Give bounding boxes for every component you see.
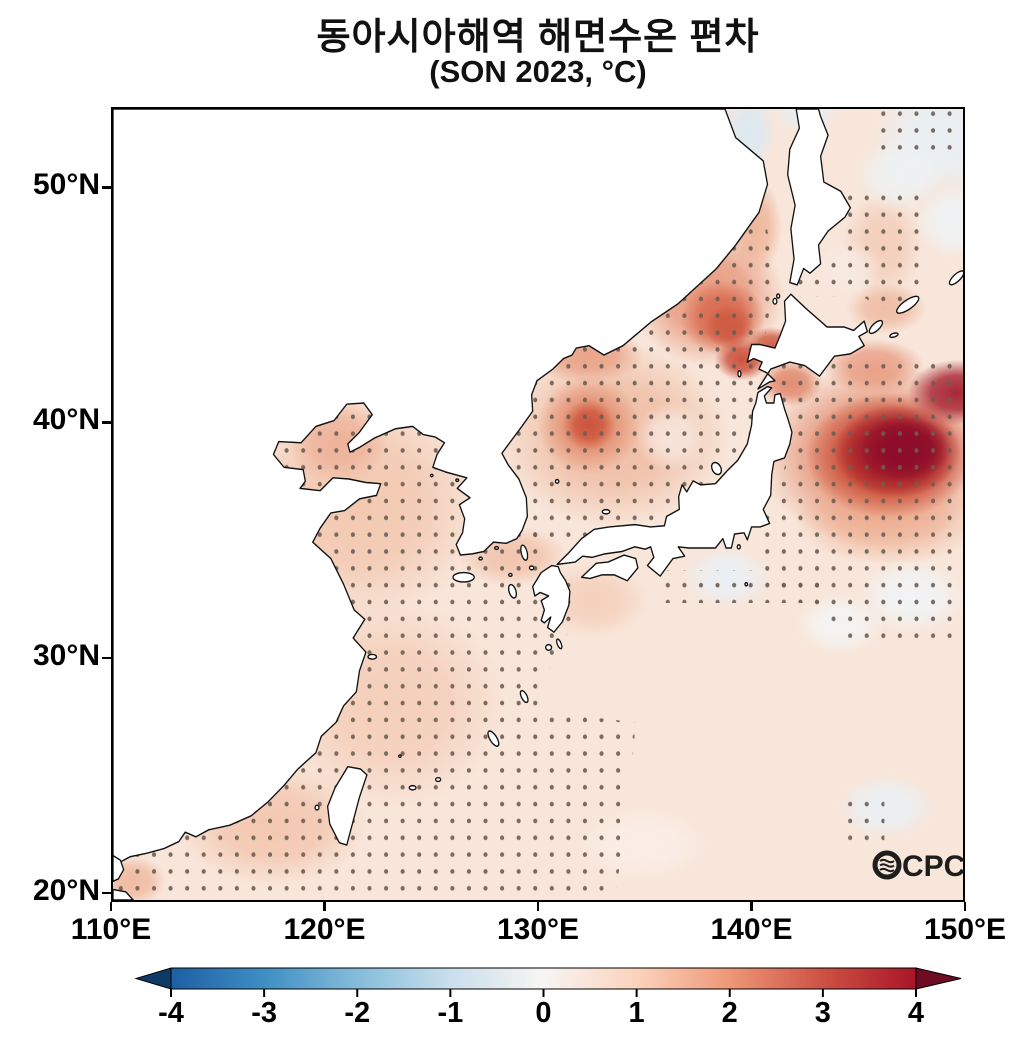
landmass-kyushu bbox=[532, 564, 571, 633]
map-plot-area: CPC bbox=[111, 107, 965, 902]
ocpc-watermark: CPC bbox=[872, 850, 965, 882]
island bbox=[554, 478, 560, 484]
colorbar-gradient-bar bbox=[170, 967, 917, 990]
island bbox=[868, 319, 884, 335]
lon-tick bbox=[323, 902, 326, 911]
lat-tick bbox=[102, 186, 111, 189]
lat-tick-label: 20°N bbox=[32, 873, 100, 907]
colorbar-tick-label: 0 bbox=[535, 997, 552, 1029]
island bbox=[452, 571, 475, 583]
colorbar-tick-label: 3 bbox=[814, 997, 831, 1029]
landmass-leizhou bbox=[113, 854, 125, 883]
sst-anomaly-map bbox=[113, 109, 963, 900]
island bbox=[508, 572, 513, 578]
island bbox=[601, 508, 611, 515]
chart-title: 동아시아해역 해면수온 편차 bbox=[316, 16, 760, 57]
island bbox=[519, 689, 529, 704]
island bbox=[948, 270, 963, 286]
colorbar-tick-label: 2 bbox=[721, 997, 738, 1029]
lat-tick-label: 50°N bbox=[32, 168, 100, 202]
island bbox=[889, 332, 899, 339]
colorbar-tick-label: 1 bbox=[628, 997, 645, 1029]
landmass-hokkaido bbox=[746, 293, 869, 390]
colorbar-ticks bbox=[170, 989, 917, 997]
island bbox=[775, 293, 781, 299]
island bbox=[314, 804, 320, 811]
lon-tick-label: 130°E bbox=[496, 913, 580, 946]
colorbar-right-arrow bbox=[915, 967, 962, 990]
lon-tick-label: 110°E bbox=[70, 913, 152, 946]
island bbox=[555, 638, 563, 650]
island bbox=[478, 556, 483, 561]
landmass-sakhalin bbox=[787, 109, 852, 286]
lon-tick bbox=[963, 902, 967, 911]
island bbox=[434, 776, 442, 783]
landmass-shikoku bbox=[580, 554, 639, 582]
landmass-mainland bbox=[113, 109, 769, 866]
island bbox=[710, 461, 723, 476]
colorbar-left-arrow bbox=[134, 967, 172, 990]
lat-tick-label: 30°N bbox=[32, 638, 100, 672]
colorbar-tick-label: -1 bbox=[437, 997, 464, 1029]
island bbox=[507, 583, 518, 599]
island bbox=[737, 369, 742, 378]
colorbar-tick-label: -4 bbox=[158, 997, 184, 1029]
island bbox=[367, 653, 378, 660]
lat-tick bbox=[102, 891, 111, 894]
lat-tick bbox=[102, 421, 111, 424]
landmass-taiwan bbox=[326, 765, 368, 846]
ocpc-logo-icon bbox=[872, 850, 902, 880]
island bbox=[544, 643, 553, 651]
colorbar bbox=[134, 967, 962, 997]
colorbar-tick-label: -2 bbox=[344, 997, 371, 1029]
stipple-region-okhotsk_east bbox=[843, 188, 929, 302]
coastlines bbox=[113, 109, 963, 900]
lon-tick bbox=[750, 902, 753, 911]
lon-tick-label: 140°E bbox=[710, 913, 793, 946]
lon-tick bbox=[536, 902, 540, 911]
chart-subtitle: (SON 2023, °C) bbox=[429, 54, 647, 89]
island bbox=[528, 565, 535, 571]
landmass-honshu bbox=[556, 385, 793, 577]
island bbox=[455, 478, 460, 483]
stipple-region-okhotsk_top_right bbox=[871, 109, 955, 152]
colorbar-tick-label: 4 bbox=[907, 997, 925, 1029]
lat-tick-label: 40°N bbox=[32, 403, 100, 437]
island bbox=[736, 544, 741, 550]
lon-tick-label: 150°E bbox=[923, 913, 1007, 946]
island bbox=[772, 297, 778, 305]
colorbar-tick-label: -3 bbox=[251, 997, 278, 1029]
island bbox=[493, 545, 500, 551]
stipple-region-subtropic_cluster bbox=[839, 790, 885, 851]
lon-tick-label: 120°E bbox=[283, 913, 366, 946]
lon-tick bbox=[109, 902, 113, 911]
island bbox=[397, 754, 402, 759]
island bbox=[408, 784, 417, 791]
island bbox=[744, 581, 749, 587]
island bbox=[896, 295, 920, 314]
stipple-region-south_honshu_band bbox=[661, 570, 823, 603]
ocpc-text: CPC bbox=[902, 850, 965, 882]
island bbox=[487, 730, 500, 747]
lat-tick bbox=[102, 656, 111, 659]
island bbox=[429, 473, 434, 478]
island bbox=[520, 544, 529, 561]
